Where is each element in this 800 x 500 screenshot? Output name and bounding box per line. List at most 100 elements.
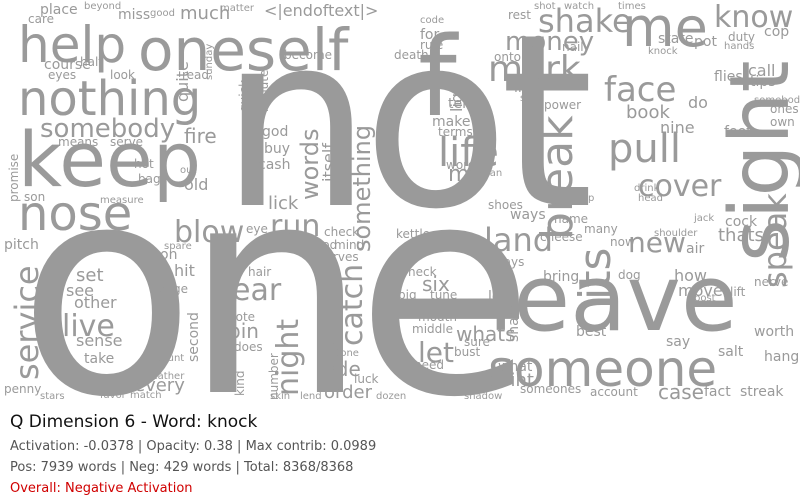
word: nail [562,40,584,54]
word: bust [454,345,480,359]
word: nine [660,118,695,137]
word: point [488,370,534,391]
word: tune [430,288,457,302]
word: does [234,340,263,354]
word: neck [408,265,437,279]
word: middle [412,322,453,336]
word: kind [233,370,247,396]
word: become [284,48,332,62]
word: power [544,98,581,112]
word: make [432,114,470,130]
word: somebody [40,114,175,144]
word: hit [174,261,195,280]
word: ways [510,207,546,223]
word: speak [756,193,794,288]
word: measure [100,195,144,206]
word: hair [248,265,271,279]
word: duty [728,30,755,44]
word: live [62,309,115,344]
word: night [271,319,306,396]
word-cloud: notoneleavesightsomeonekeepnosenothinghe… [4,0,800,402]
word: times [618,1,646,12]
word: set [76,265,104,286]
word: bag [138,172,161,186]
word: it [150,247,160,263]
word: air [686,241,704,257]
word: send [520,93,544,104]
word: one [18,124,523,402]
word: sure [464,335,490,349]
word: eyes [48,68,76,82]
word: move [678,281,723,300]
word: pull [608,126,681,172]
word: do [688,93,708,112]
word: pin [228,319,259,343]
word: itself [319,143,338,182]
word: worth [754,324,794,340]
word: promise [7,154,21,202]
word: my [448,162,482,187]
word: course [44,57,91,73]
word: post [694,293,716,304]
word: death [394,48,429,62]
word: for [420,27,439,43]
word: half [80,55,103,69]
word: catch [335,264,370,346]
word: account [590,385,638,399]
word: shot [534,1,556,12]
word: lift [730,285,746,299]
word: me [622,0,708,59]
word: let [418,336,454,369]
word: jack [693,213,714,224]
word: ear [232,273,282,308]
word: say [666,334,690,350]
word: mark [488,49,581,90]
word: drink [634,183,660,194]
word: luck [354,372,379,386]
word: feet [724,124,752,140]
word: help [18,16,126,74]
word: fact [704,384,731,400]
word: second [186,312,202,362]
word: salt [718,344,744,360]
word: buy [264,141,290,157]
word: call [748,61,776,80]
word: own [770,115,795,129]
word: take [84,351,114,367]
word: how [674,266,707,285]
word: shadow [464,391,502,402]
word: check [324,225,359,239]
word: best [576,324,607,340]
word: break [532,115,583,240]
word: ride [322,357,361,381]
word: shoes [488,198,523,212]
word: dog [618,268,641,282]
word: quite [173,61,192,102]
word: know [714,0,793,35]
word: shame [506,295,522,342]
word: every [134,375,185,396]
word: something [348,125,376,252]
word: top [578,193,594,204]
word: tips [750,74,776,90]
word: blood [304,238,337,252]
word: many [584,222,618,236]
word: old [184,175,208,194]
word: means [58,135,98,149]
word: feather [148,371,185,382]
word: tell [448,96,470,112]
word: out [180,165,196,176]
word: place [40,2,78,18]
word: sense [76,331,123,350]
word: kettle [396,227,430,241]
word: number [267,353,281,400]
word: sight [713,60,800,262]
word: book [626,102,670,123]
word: nothing [18,71,201,127]
word: on [160,247,177,263]
word: pitch [4,237,39,253]
word: rest [508,8,531,22]
word: cock [725,214,758,230]
